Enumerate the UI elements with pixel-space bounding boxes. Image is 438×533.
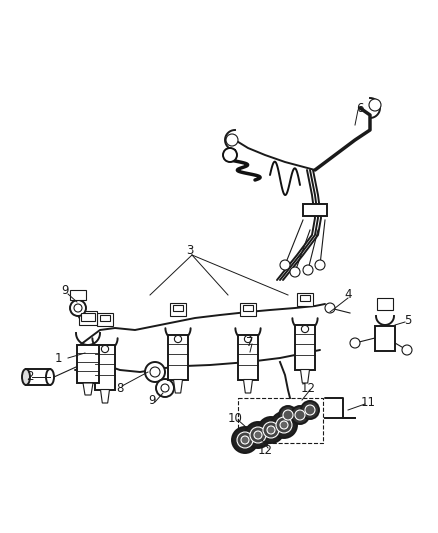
Text: 12: 12 [300, 382, 315, 394]
Text: 4: 4 [344, 288, 352, 302]
Bar [81, 313, 95, 321]
Circle shape [237, 432, 253, 448]
Polygon shape [300, 369, 310, 383]
Bar [173, 305, 184, 311]
Circle shape [276, 417, 292, 433]
Circle shape [301, 401, 319, 419]
Polygon shape [173, 379, 183, 393]
Circle shape [226, 134, 238, 146]
Circle shape [350, 338, 360, 348]
Bar [297, 293, 313, 305]
Bar [300, 295, 311, 301]
Text: 1: 1 [54, 351, 62, 365]
Circle shape [258, 417, 284, 443]
Circle shape [290, 267, 300, 277]
Text: 8: 8 [117, 382, 124, 394]
Bar [243, 305, 254, 311]
Circle shape [369, 99, 381, 111]
Circle shape [280, 260, 290, 270]
Circle shape [145, 362, 165, 382]
Circle shape [156, 379, 174, 397]
Circle shape [70, 300, 86, 316]
Circle shape [250, 427, 266, 443]
Bar [168, 335, 188, 379]
Bar [70, 290, 86, 300]
Text: 9: 9 [61, 284, 69, 296]
Text: 12: 12 [258, 443, 272, 456]
Bar [170, 303, 186, 316]
Bar [238, 335, 258, 379]
Circle shape [74, 304, 82, 312]
Circle shape [305, 405, 315, 415]
Polygon shape [83, 383, 93, 395]
Circle shape [267, 426, 275, 434]
Circle shape [303, 265, 313, 275]
Text: 6: 6 [356, 101, 364, 115]
Circle shape [315, 260, 325, 270]
Text: 9: 9 [148, 393, 156, 407]
Circle shape [244, 335, 251, 343]
Bar [295, 325, 315, 369]
Bar [238, 398, 323, 443]
Circle shape [150, 367, 160, 377]
Circle shape [291, 406, 309, 424]
Bar [303, 204, 327, 216]
Text: 10: 10 [228, 411, 243, 424]
Text: 2: 2 [26, 370, 34, 384]
Circle shape [254, 431, 262, 439]
Circle shape [245, 422, 271, 448]
Circle shape [232, 427, 258, 453]
Circle shape [271, 412, 297, 438]
Circle shape [283, 410, 293, 420]
Ellipse shape [22, 369, 30, 385]
Circle shape [325, 303, 335, 313]
Bar [97, 313, 113, 326]
Bar [377, 298, 393, 310]
Circle shape [279, 406, 297, 424]
Text: 5: 5 [404, 313, 412, 327]
Bar [99, 315, 110, 321]
Circle shape [263, 422, 279, 438]
Circle shape [161, 384, 169, 392]
Circle shape [223, 148, 237, 162]
Circle shape [295, 410, 305, 420]
Text: 11: 11 [360, 395, 375, 408]
Bar [375, 326, 395, 351]
Bar [95, 344, 115, 390]
Circle shape [174, 335, 182, 343]
Polygon shape [100, 390, 110, 403]
Circle shape [280, 421, 288, 429]
Bar [79, 311, 97, 325]
Circle shape [301, 326, 309, 333]
Bar [240, 303, 256, 316]
Text: 3: 3 [186, 244, 194, 256]
Circle shape [102, 345, 109, 353]
Text: 7: 7 [246, 335, 254, 349]
Polygon shape [244, 379, 252, 393]
Bar [26, 369, 50, 385]
Ellipse shape [46, 369, 54, 385]
Circle shape [402, 345, 412, 355]
Circle shape [241, 436, 249, 444]
Bar [77, 345, 99, 383]
